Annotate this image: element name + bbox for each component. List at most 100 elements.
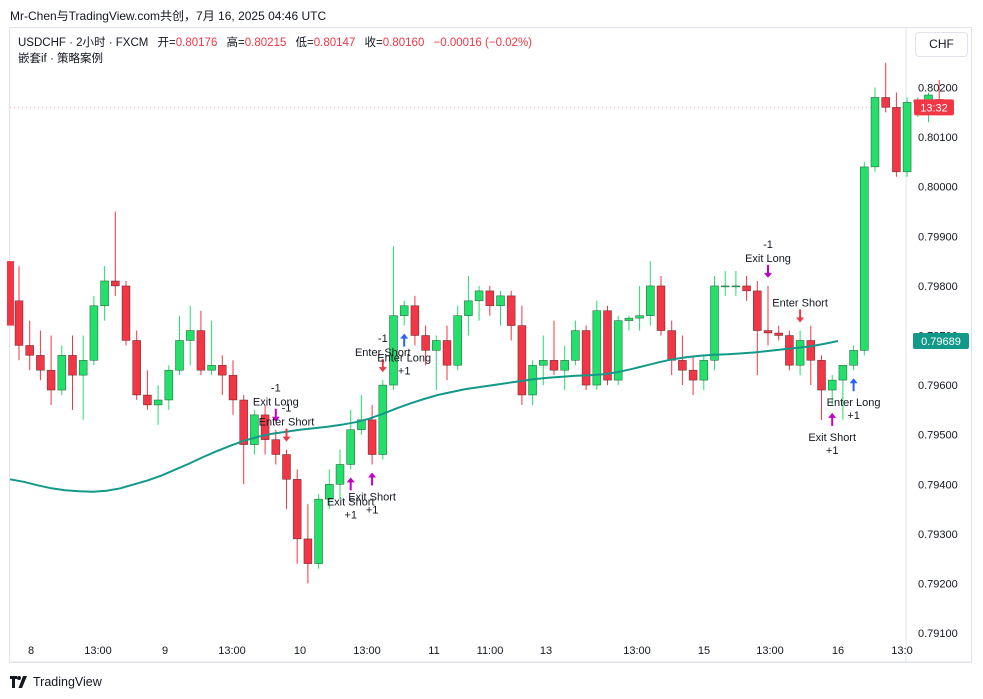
trade-label: Enter Short bbox=[259, 417, 315, 429]
candle-body bbox=[603, 310, 612, 381]
arrow-down-icon bbox=[271, 408, 280, 422]
candle bbox=[496, 290, 505, 326]
candle bbox=[111, 211, 120, 296]
trade-marker-exit_short bbox=[346, 477, 355, 491]
candle-body bbox=[827, 379, 837, 391]
ma-value-badge bbox=[913, 332, 969, 349]
candle-body bbox=[271, 439, 281, 455]
candle-body bbox=[228, 374, 238, 401]
trade-label: Exit Short bbox=[808, 432, 856, 444]
open-value: 0.80176 bbox=[175, 37, 218, 49]
trade-label: Enter Short bbox=[355, 347, 411, 359]
close-value: 0.80160 bbox=[382, 37, 425, 49]
y-tick-label: 0.79900 bbox=[918, 231, 958, 243]
candle-body bbox=[785, 335, 794, 366]
candle-body bbox=[560, 359, 570, 371]
candle-body bbox=[538, 359, 548, 366]
currency-button[interactable]: CHF bbox=[915, 32, 968, 57]
tradingview-footer[interactable]: TradingView bbox=[10, 675, 102, 689]
candle bbox=[303, 504, 313, 584]
trade-label: Enter Long bbox=[827, 397, 881, 409]
arrow-down-icon bbox=[796, 309, 805, 323]
candle bbox=[324, 469, 334, 510]
last-price-badge-text: 13:32 bbox=[920, 102, 948, 114]
arrow-down-icon bbox=[282, 428, 291, 442]
candle-body bbox=[624, 317, 634, 321]
candle-body bbox=[613, 320, 623, 381]
candle bbox=[742, 275, 751, 301]
candle-body bbox=[324, 483, 334, 500]
candle-body bbox=[431, 340, 441, 351]
trade-qty: +1 bbox=[366, 504, 379, 516]
arrow-up-icon bbox=[368, 472, 377, 486]
candle bbox=[78, 335, 88, 420]
candle-body bbox=[153, 399, 163, 406]
last-price-badge bbox=[914, 99, 954, 116]
y-tick-label: 0.79800 bbox=[918, 281, 958, 293]
candle bbox=[282, 449, 291, 510]
y-tick-label: 0.80100 bbox=[918, 132, 958, 144]
candle-body bbox=[78, 359, 88, 376]
y-tick-label: 0.79300 bbox=[918, 529, 958, 541]
candle-body bbox=[474, 290, 484, 302]
candle-body bbox=[870, 97, 880, 168]
candle bbox=[442, 325, 452, 381]
x-tick-label: 13:00 bbox=[353, 645, 381, 657]
study-label[interactable]: 嵌套if · 策略案例 bbox=[18, 53, 103, 65]
candle bbox=[603, 305, 612, 386]
symbol-label[interactable]: USDCHF · 2小时 · FXCM bbox=[18, 37, 149, 49]
footer-brand: TradingView bbox=[33, 675, 102, 689]
y-tick-label: 0.80200 bbox=[918, 83, 958, 95]
candle bbox=[389, 246, 398, 391]
candle-body bbox=[678, 359, 687, 371]
candle bbox=[592, 300, 602, 391]
candle-body bbox=[710, 285, 719, 361]
candle bbox=[196, 310, 206, 376]
candle bbox=[560, 345, 570, 391]
candle-body bbox=[218, 364, 227, 376]
x-tick-label: 8 bbox=[28, 645, 34, 657]
candle-body bbox=[742, 285, 751, 292]
arrow-up-icon bbox=[346, 477, 355, 491]
candle bbox=[185, 305, 195, 366]
close-label: 收= bbox=[364, 37, 383, 49]
candle bbox=[271, 429, 281, 465]
arrow-down-icon bbox=[378, 359, 387, 373]
chart-header-title: Mr-Chen与TradingView.com共创，7月 16, 2025 04… bbox=[10, 9, 327, 23]
candle bbox=[207, 320, 216, 376]
arrow-up-icon bbox=[828, 412, 837, 426]
candle-body bbox=[453, 315, 463, 366]
trade-marker-exit_long bbox=[271, 408, 280, 422]
candle bbox=[892, 92, 901, 177]
x-tick-label: 13:00 bbox=[84, 645, 112, 657]
candle-body bbox=[806, 340, 816, 361]
x-tick-label: 13 bbox=[540, 645, 552, 657]
candle bbox=[506, 290, 516, 341]
candle bbox=[378, 380, 388, 460]
trade-marker-enter_short bbox=[378, 359, 387, 373]
ma-line bbox=[9, 340, 839, 493]
candle bbox=[132, 330, 141, 400]
candle bbox=[36, 330, 45, 381]
candle-body bbox=[635, 315, 644, 319]
candle-body bbox=[667, 330, 677, 361]
candle-body bbox=[795, 340, 805, 366]
candle bbox=[549, 320, 559, 376]
y-tick-label: 0.80000 bbox=[918, 182, 958, 194]
candle-body bbox=[399, 305, 409, 316]
x-tick-label: 9 bbox=[162, 645, 168, 657]
candle-body bbox=[817, 359, 826, 391]
ma-value-badge-text: 0.79689 bbox=[921, 336, 961, 348]
candle bbox=[613, 315, 623, 386]
candle-body bbox=[164, 369, 174, 401]
trade-label: Exit Short bbox=[348, 491, 396, 503]
candle bbox=[57, 345, 67, 396]
candle-body bbox=[196, 330, 206, 371]
high-value: 0.80215 bbox=[244, 37, 287, 49]
candle bbox=[453, 305, 463, 371]
candle-body bbox=[185, 330, 195, 341]
candle-body bbox=[335, 464, 345, 485]
candle bbox=[656, 275, 666, 336]
candle bbox=[250, 409, 259, 455]
